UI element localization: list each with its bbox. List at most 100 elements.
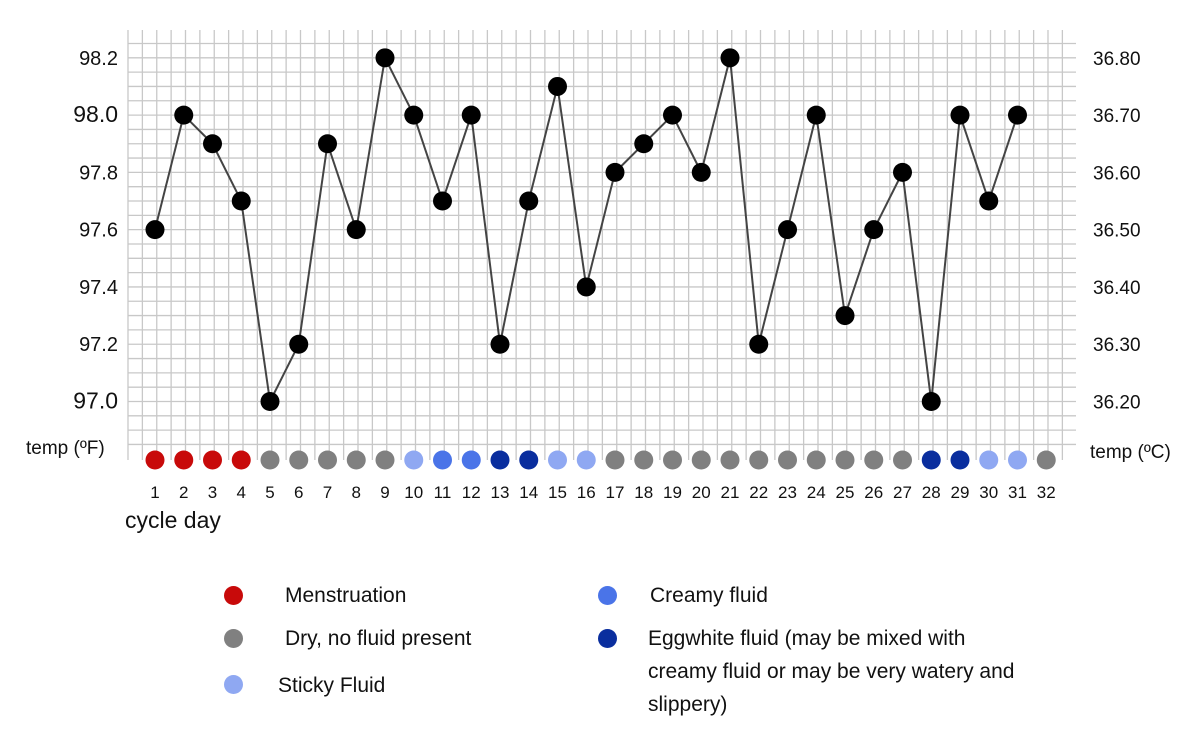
fluid-marker-day-1 [145, 450, 165, 470]
legend-label-menstruation: Menstruation [285, 584, 407, 607]
x-tick: 17 [606, 483, 625, 502]
y-tick-left: 97.0 [73, 388, 118, 414]
x-tick: 19 [663, 483, 682, 502]
temp-point-day-20 [691, 162, 711, 182]
x-tick: 2 [179, 483, 188, 502]
temp-point-day-13 [490, 334, 510, 354]
fluid-marker-day-20 [691, 450, 711, 470]
fluid-marker-day-22 [749, 450, 769, 470]
fluid-marker-day-5 [260, 450, 280, 470]
temp-point-day-19 [663, 105, 682, 125]
temperature-points [145, 48, 1027, 411]
legend-label-eggwhite: Eggwhite fluid (may be mixed with creamy… [648, 627, 1015, 716]
temp-point-day-15 [548, 76, 567, 96]
legend-dot-creamy [598, 586, 617, 605]
x-tick: 7 [323, 483, 332, 502]
fluid-marker-day-23 [778, 450, 797, 470]
line-segment [211, 143, 243, 202]
fluid-marker-day-11 [433, 450, 452, 470]
x-tick: 8 [352, 483, 361, 502]
line-segment [269, 343, 300, 402]
line-segment [959, 114, 990, 202]
fluid-marker-day-7 [318, 450, 337, 470]
legend: Menstruation Dry, no fluid present Stick… [0, 570, 1200, 750]
x-tick: 28 [922, 483, 941, 502]
fluid-marker-day-8 [346, 450, 366, 470]
y-tick-right: 36.60 [1093, 163, 1141, 184]
legend-dot-menstruation [224, 586, 243, 605]
fluid-marker-day-2 [174, 450, 194, 470]
y-tick-right: 36.40 [1093, 278, 1141, 299]
x-tick: 29 [951, 483, 970, 502]
fluid-marker-day-15 [548, 450, 567, 470]
temp-point-day-26 [864, 220, 884, 240]
fluid-marker-day-10 [404, 450, 424, 470]
fluid-marker-day-24 [806, 450, 826, 470]
line-segment [441, 114, 473, 202]
fluid-marker-day-30 [979, 450, 999, 470]
temp-point-day-24 [806, 105, 826, 125]
bbt-chart: 97.097.297.497.697.898.098.2 36.2036.303… [26, 30, 1171, 533]
x-tick: 10 [404, 483, 423, 502]
fluid-marker-day-17 [605, 450, 625, 470]
y-tick-right: 36.30 [1093, 335, 1141, 356]
temp-point-day-3 [203, 134, 222, 154]
fluid-marker-day-19 [663, 450, 682, 470]
fluid-marker-day-27 [893, 450, 912, 470]
x-tick: 11 [434, 483, 452, 502]
x-tick: 31 [1008, 483, 1027, 502]
temp-point-day-22 [749, 334, 769, 354]
legend-label-creamy: Creamy fluid [650, 584, 768, 607]
fluid-marker-day-16 [576, 450, 596, 470]
x-axis-label: cycle day [125, 507, 221, 533]
fluid-marker-day-26 [864, 450, 884, 470]
x-tick: 22 [749, 483, 768, 502]
x-tick: 3 [208, 483, 217, 502]
temp-point-day-6 [289, 334, 309, 354]
temp-point-day-1 [145, 220, 165, 240]
line-segment [355, 57, 386, 230]
x-tick: 12 [462, 483, 481, 502]
fluid-marker-day-31 [1008, 450, 1027, 470]
y-axis-left-label: temp (ºF) [26, 438, 105, 459]
temp-point-day-8 [346, 220, 366, 240]
y-axis-right-label: temp (ºC) [1090, 442, 1171, 463]
x-tick: 32 [1037, 483, 1056, 502]
line-segment [757, 229, 789, 345]
line-segment [987, 114, 1019, 202]
y-axis-left-ticks: 97.0 97.2 97.4 97.6 97.8 98.0 98.2 [73, 48, 118, 414]
temp-point-day-27 [893, 162, 912, 182]
fluid-marker-day-12 [461, 450, 481, 470]
legend-dot-dry [224, 629, 243, 648]
fluid-marker-day-29 [950, 450, 970, 470]
line-segment [901, 172, 933, 402]
temp-point-day-23 [778, 220, 797, 240]
line-segment [585, 172, 616, 288]
fluid-marker-day-18 [634, 450, 654, 470]
line-segment [154, 114, 185, 230]
y-tick-left: 98.2 [79, 48, 118, 70]
temp-point-day-25 [835, 306, 855, 326]
y-tick-right: 36.80 [1093, 49, 1141, 70]
legend-dot-eggwhite [598, 629, 617, 648]
fluid-marker-day-4 [231, 450, 251, 470]
fluid-marker-day-14 [519, 450, 539, 470]
x-tick: 16 [577, 483, 596, 502]
x-tick: 15 [548, 483, 567, 502]
temp-point-day-30 [979, 191, 999, 211]
x-tick: 27 [893, 483, 912, 502]
fluid-marker-day-21 [720, 450, 740, 470]
y-tick-left: 97.6 [79, 220, 118, 242]
line-segment [671, 114, 703, 173]
x-tick: 21 [721, 483, 740, 502]
x-axis-ticks: 1 2 3 4 5 6 7 8 9 10 11 12 13 14 15 16 17 18 19 20 21 22 23 24 2… [150, 483, 1055, 502]
fluid-marker-day-32 [1036, 450, 1056, 470]
line-segment [297, 143, 329, 345]
y-tick-left: 97.4 [79, 277, 118, 299]
temp-point-day-31 [1008, 105, 1027, 125]
line-segment [556, 86, 588, 288]
line-segment [384, 57, 415, 116]
x-tick: 4 [237, 483, 246, 502]
temp-point-day-10 [404, 105, 424, 125]
temp-point-day-16 [576, 277, 596, 297]
